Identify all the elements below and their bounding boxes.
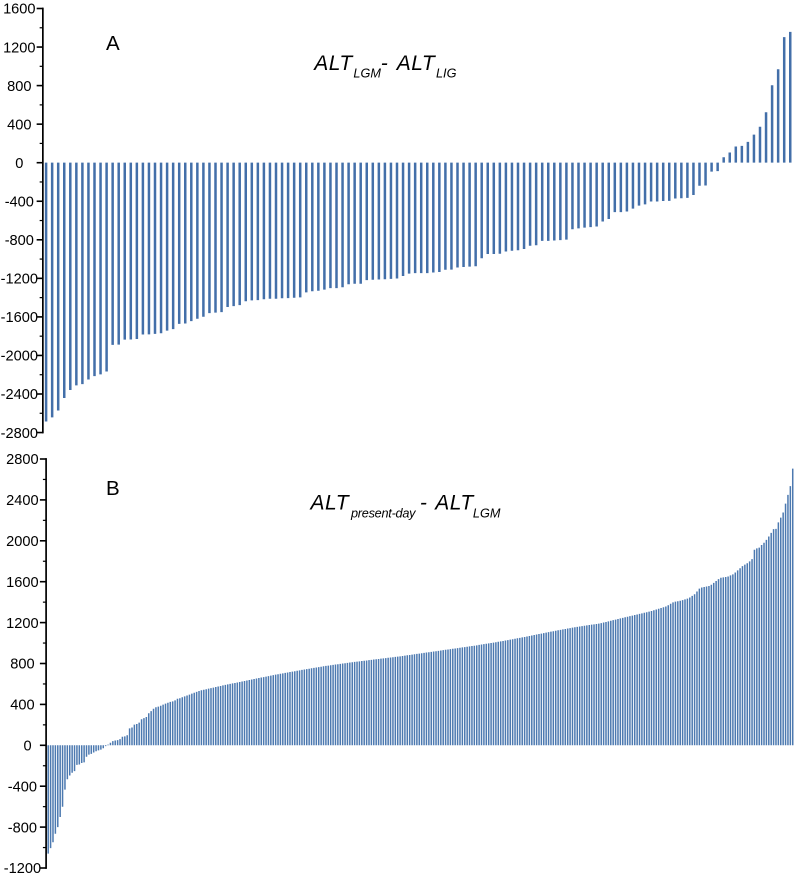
svg-text:B: B — [106, 477, 120, 500]
svg-text:800: 800 — [7, 79, 31, 95]
svg-text:-800: -800 — [8, 820, 37, 836]
svg-text:2000: 2000 — [6, 534, 38, 550]
svg-text:-400: -400 — [5, 194, 34, 210]
svg-text:-1200: -1200 — [4, 861, 41, 874]
svg-text:0: 0 — [15, 156, 23, 172]
svg-text:1200: 1200 — [6, 616, 38, 632]
svg-text:400: 400 — [10, 698, 34, 714]
svg-text:-800: -800 — [5, 233, 34, 249]
svg-text:0: 0 — [23, 739, 31, 755]
svg-text:2400: 2400 — [6, 493, 38, 509]
svg-text:ALTLGM-ALTLIG: ALTLGM- ALTLIG — [312, 52, 456, 81]
svg-text:-400: -400 — [8, 779, 37, 795]
svg-text:400: 400 — [7, 117, 31, 133]
svg-text:2800: 2800 — [6, 452, 38, 468]
svg-text:-2400: -2400 — [1, 387, 38, 403]
svg-text:-2800: -2800 — [1, 426, 38, 442]
svg-text:-1200: -1200 — [1, 272, 38, 288]
svg-text:1600: 1600 — [6, 575, 38, 591]
svg-text:A: A — [106, 32, 120, 55]
svg-text:800: 800 — [10, 657, 34, 673]
svg-text:1200: 1200 — [3, 40, 35, 56]
svg-text:1600: 1600 — [3, 2, 35, 18]
svg-text:-1600: -1600 — [1, 310, 38, 326]
svg-text:-2000: -2000 — [1, 349, 38, 365]
